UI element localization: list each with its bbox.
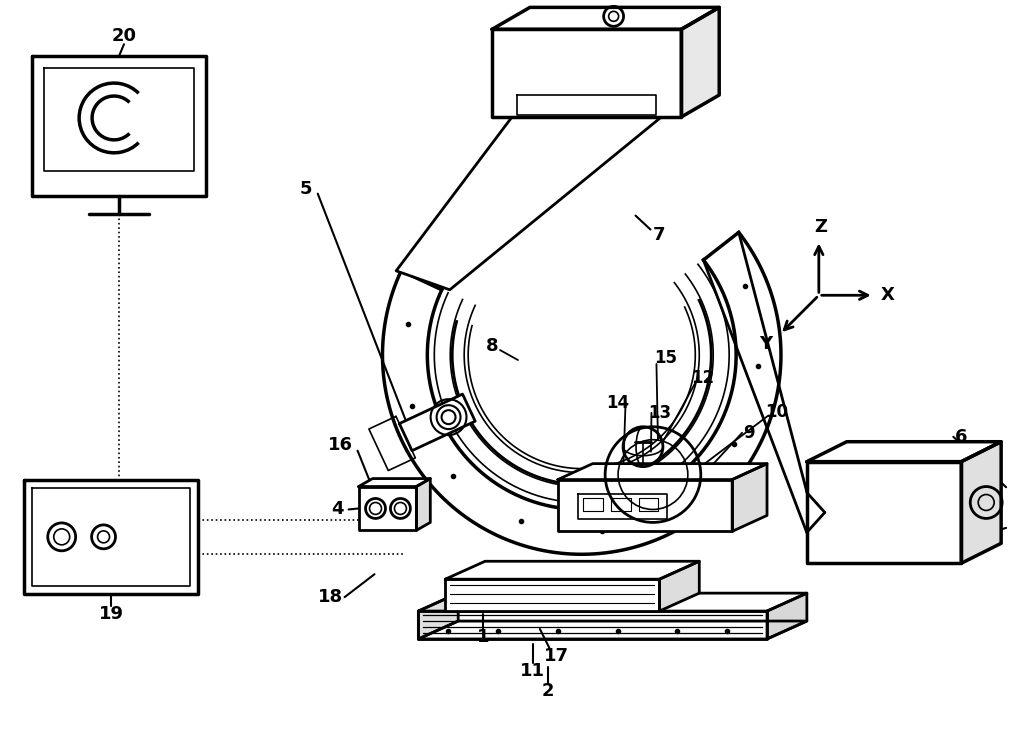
Text: 3: 3 xyxy=(955,535,968,553)
Polygon shape xyxy=(492,7,719,29)
Text: 19: 19 xyxy=(98,605,124,623)
Polygon shape xyxy=(558,479,732,531)
Polygon shape xyxy=(32,56,206,196)
Polygon shape xyxy=(659,561,699,611)
Polygon shape xyxy=(400,394,475,451)
Text: 5: 5 xyxy=(299,180,312,198)
Polygon shape xyxy=(807,462,962,563)
Text: 11: 11 xyxy=(520,662,546,679)
Polygon shape xyxy=(418,621,807,639)
Text: 12: 12 xyxy=(691,369,713,387)
Polygon shape xyxy=(446,561,699,579)
Polygon shape xyxy=(446,579,659,611)
Text: X: X xyxy=(881,287,894,304)
Polygon shape xyxy=(397,117,661,290)
Text: 13: 13 xyxy=(648,404,671,421)
Text: 6: 6 xyxy=(955,428,968,446)
Polygon shape xyxy=(359,487,416,531)
Text: 16: 16 xyxy=(328,435,354,454)
Polygon shape xyxy=(962,442,1002,563)
Text: 1: 1 xyxy=(477,628,490,646)
Polygon shape xyxy=(492,29,682,117)
Text: 4: 4 xyxy=(331,501,344,518)
Polygon shape xyxy=(416,479,430,531)
Polygon shape xyxy=(807,442,1002,462)
Text: 10: 10 xyxy=(765,403,789,421)
Polygon shape xyxy=(768,593,807,639)
Text: 15: 15 xyxy=(654,349,677,367)
Text: 18: 18 xyxy=(318,588,343,606)
Polygon shape xyxy=(418,611,768,639)
Text: 20: 20 xyxy=(111,27,137,45)
Text: 14: 14 xyxy=(606,394,630,412)
Polygon shape xyxy=(359,479,430,487)
Polygon shape xyxy=(732,464,768,531)
Text: Y: Y xyxy=(759,335,773,353)
Text: 8: 8 xyxy=(485,337,499,355)
Polygon shape xyxy=(558,464,768,479)
Text: 17: 17 xyxy=(545,647,569,665)
Polygon shape xyxy=(382,232,781,554)
Polygon shape xyxy=(418,593,807,611)
Text: 7: 7 xyxy=(653,226,665,245)
Polygon shape xyxy=(418,593,458,639)
Polygon shape xyxy=(24,479,198,594)
Text: 2: 2 xyxy=(542,682,554,700)
Text: Z: Z xyxy=(815,218,827,235)
Text: 9: 9 xyxy=(743,424,755,442)
Polygon shape xyxy=(682,7,719,117)
